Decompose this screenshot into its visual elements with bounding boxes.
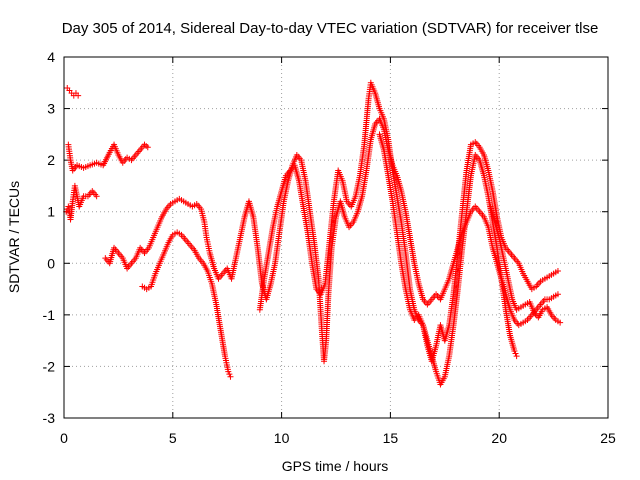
data-point bbox=[511, 347, 518, 354]
data-point bbox=[75, 92, 82, 99]
series-arc-7 bbox=[376, 131, 561, 365]
data-point-trail bbox=[226, 371, 233, 378]
data-point bbox=[227, 373, 234, 380]
series-arc-2 bbox=[65, 141, 151, 174]
x-tick-label: 0 bbox=[60, 430, 68, 446]
y-tick-label: -1 bbox=[43, 307, 56, 323]
x-tick-label: 15 bbox=[383, 430, 399, 446]
y-axis-label: SDTVAR / TECUs bbox=[6, 181, 22, 293]
series-arc-1 bbox=[64, 84, 82, 99]
plot-area bbox=[63, 79, 564, 388]
series-arc-3 bbox=[63, 182, 100, 223]
x-tick-label: 20 bbox=[491, 430, 507, 446]
y-tick-label: 2 bbox=[47, 152, 55, 168]
x-axis-label: GPS time / hours bbox=[282, 458, 389, 474]
grid bbox=[64, 57, 608, 418]
series-arc-4 bbox=[102, 115, 561, 365]
x-tick-label: 5 bbox=[169, 430, 177, 446]
y-tick-label: 1 bbox=[47, 204, 55, 220]
data-point bbox=[557, 319, 564, 326]
data-point bbox=[554, 268, 561, 275]
data-point bbox=[93, 193, 100, 200]
plot-frame bbox=[63, 56, 609, 419]
x-tick-label: 10 bbox=[274, 430, 290, 446]
chart-title: Day 305 of 2014, Sidereal Day-to-day VTE… bbox=[62, 20, 599, 37]
data-point bbox=[225, 368, 232, 375]
series-arc-5 bbox=[139, 229, 234, 380]
data-point bbox=[144, 144, 151, 151]
series-arc-8 bbox=[487, 203, 564, 326]
y-tick-label: -2 bbox=[43, 358, 56, 374]
y-tick-label: -3 bbox=[43, 410, 56, 426]
y-tick-label: 3 bbox=[47, 101, 55, 117]
y-tick-label: 4 bbox=[47, 49, 55, 65]
data-point bbox=[554, 291, 561, 298]
data-point bbox=[513, 353, 520, 360]
series-arc-6 bbox=[256, 79, 520, 388]
x-tick-label: 25 bbox=[600, 430, 616, 446]
y-tick-label: 0 bbox=[47, 255, 55, 271]
data-point-trail bbox=[512, 350, 519, 357]
